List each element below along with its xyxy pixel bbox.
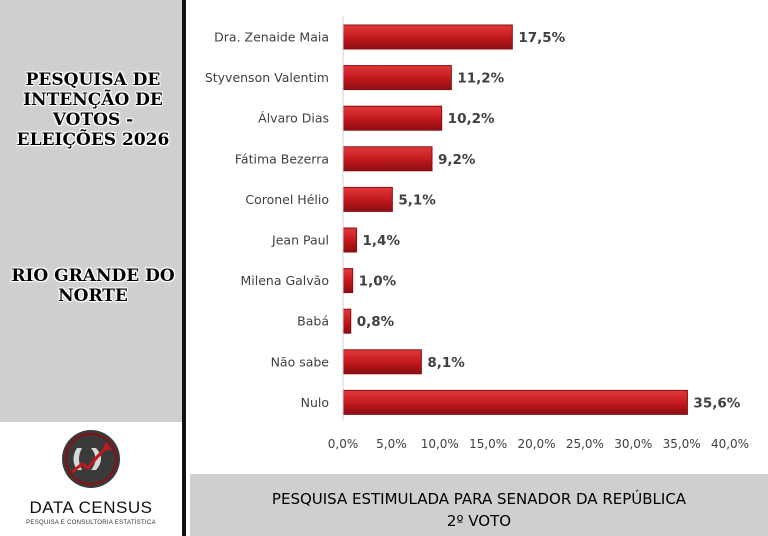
- value-label: 1,4%: [363, 233, 401, 249]
- value-label: 1,0%: [359, 274, 397, 290]
- bar: [342, 308, 352, 334]
- category-label: Babá: [297, 314, 329, 329]
- value-label: 0,8%: [357, 314, 395, 330]
- chart-footer: PESQUISA ESTIMULADA PARA SENADOR DA REPÚ…: [190, 474, 768, 536]
- category-label: Não sabe: [271, 354, 330, 369]
- x-tick-label: 35,0%: [663, 437, 701, 451]
- x-tick-label: 5,0%: [376, 437, 407, 451]
- value-label: 10,2%: [448, 111, 495, 127]
- category-label: Coronel Hélio: [245, 192, 329, 207]
- category-label: Jean Paul: [271, 233, 329, 248]
- x-tick-label: 40,0%: [711, 437, 749, 451]
- bar: [342, 24, 513, 50]
- bar-chart: Dra. Zenaide Maia 17,5% Styvenson Valentim…: [205, 16, 749, 451]
- value-label: 35,6%: [693, 395, 740, 411]
- x-tick-label: 0,0%: [328, 437, 359, 451]
- logo-name: DATA CENSUS: [29, 498, 153, 517]
- bar: [342, 389, 688, 415]
- bar: [342, 105, 443, 131]
- value-label: 8,1%: [427, 355, 465, 371]
- bar: [342, 268, 354, 294]
- category-label: Fátima Bezerra: [235, 151, 329, 166]
- sidebar: PESQUISA DE INTENÇÃO DE VOTOS - ELEIÇÕES…: [0, 0, 186, 536]
- x-tick-label: 20,0%: [517, 437, 555, 451]
- category-label: Nulo: [301, 395, 329, 410]
- survey-title: PESQUISA DE INTENÇÃO DE VOTOS - ELEIÇÕES…: [16, 70, 170, 150]
- data-census-logo-icon: [62, 430, 120, 488]
- logo-tagline: PESQUISA E CONSULTORIA ESTATÍSTICA: [26, 520, 156, 526]
- category-label: Álvaro Dias: [258, 111, 329, 126]
- bar: [342, 349, 422, 375]
- logo-area: DATA CENSUS PESQUISA E CONSULTORIA ESTAT…: [0, 422, 182, 536]
- value-label: 17,5%: [518, 30, 565, 46]
- footer-title: PESQUISA ESTIMULADA PARA SENADOR DA REPÚ…: [271, 490, 687, 508]
- bar: [342, 146, 433, 172]
- category-label: Dra. Zenaide Maia: [214, 30, 329, 45]
- value-label: 9,2%: [438, 152, 476, 168]
- bar: [342, 227, 358, 253]
- bar: [342, 186, 393, 212]
- bar: [342, 65, 452, 91]
- x-tick-label: 25,0%: [566, 437, 604, 451]
- region-title: RIO GRANDE DO NORTE: [11, 266, 175, 306]
- category-label: Styvenson Valentim: [205, 70, 329, 85]
- x-tick-label: 10,0%: [421, 437, 459, 451]
- value-label: 11,2%: [457, 71, 504, 87]
- footer-subtitle: 2º VOTO: [446, 512, 512, 530]
- x-tick-label: 15,0%: [469, 437, 507, 451]
- category-label: Milena Galvão: [240, 273, 329, 288]
- value-label: 5,1%: [398, 192, 436, 208]
- x-tick-label: 30,0%: [614, 437, 652, 451]
